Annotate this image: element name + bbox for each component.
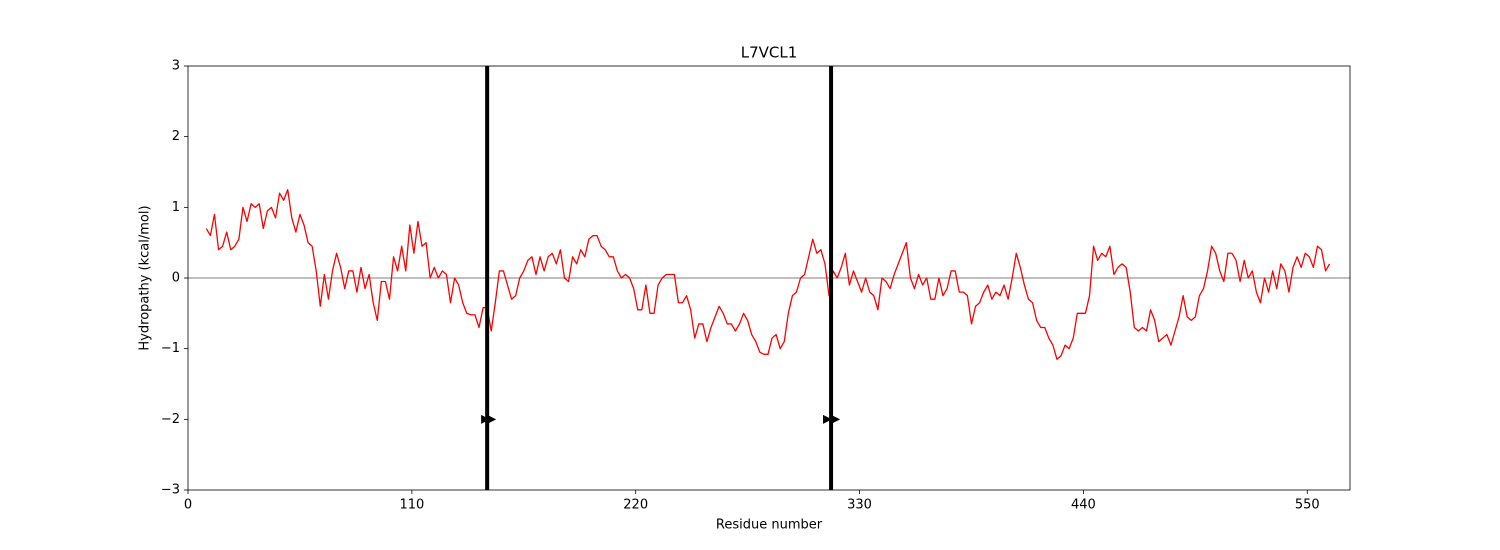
direction-marker <box>822 414 832 424</box>
direction-marker <box>831 414 841 424</box>
y-tick-label: −2 <box>161 412 180 427</box>
x-tick-label: 440 <box>1071 498 1096 513</box>
y-tick-label: 2 <box>172 129 180 144</box>
x-tick-label: 550 <box>1295 498 1320 513</box>
y-tick-label: 1 <box>172 200 180 215</box>
y-tick-label: −3 <box>161 483 180 498</box>
plot-frame <box>187 65 1351 491</box>
x-tick-label: 220 <box>623 498 648 513</box>
x-tick-label: 0 <box>184 498 192 513</box>
y-tick-label: 3 <box>172 59 180 74</box>
y-axis-label: Hydropathy (kcal/mol) <box>138 205 153 350</box>
y-tick-label: 0 <box>172 271 180 286</box>
x-tick-label: 330 <box>847 498 872 513</box>
y-tick-label: −1 <box>161 341 180 356</box>
x-axis-label: Residue number <box>716 518 823 533</box>
hydropathy-line <box>205 189 1331 360</box>
direction-marker <box>481 414 491 424</box>
direction-marker <box>487 414 497 424</box>
x-tick-label: 110 <box>399 498 424 513</box>
chart-title: L7VCL1 <box>741 44 798 62</box>
